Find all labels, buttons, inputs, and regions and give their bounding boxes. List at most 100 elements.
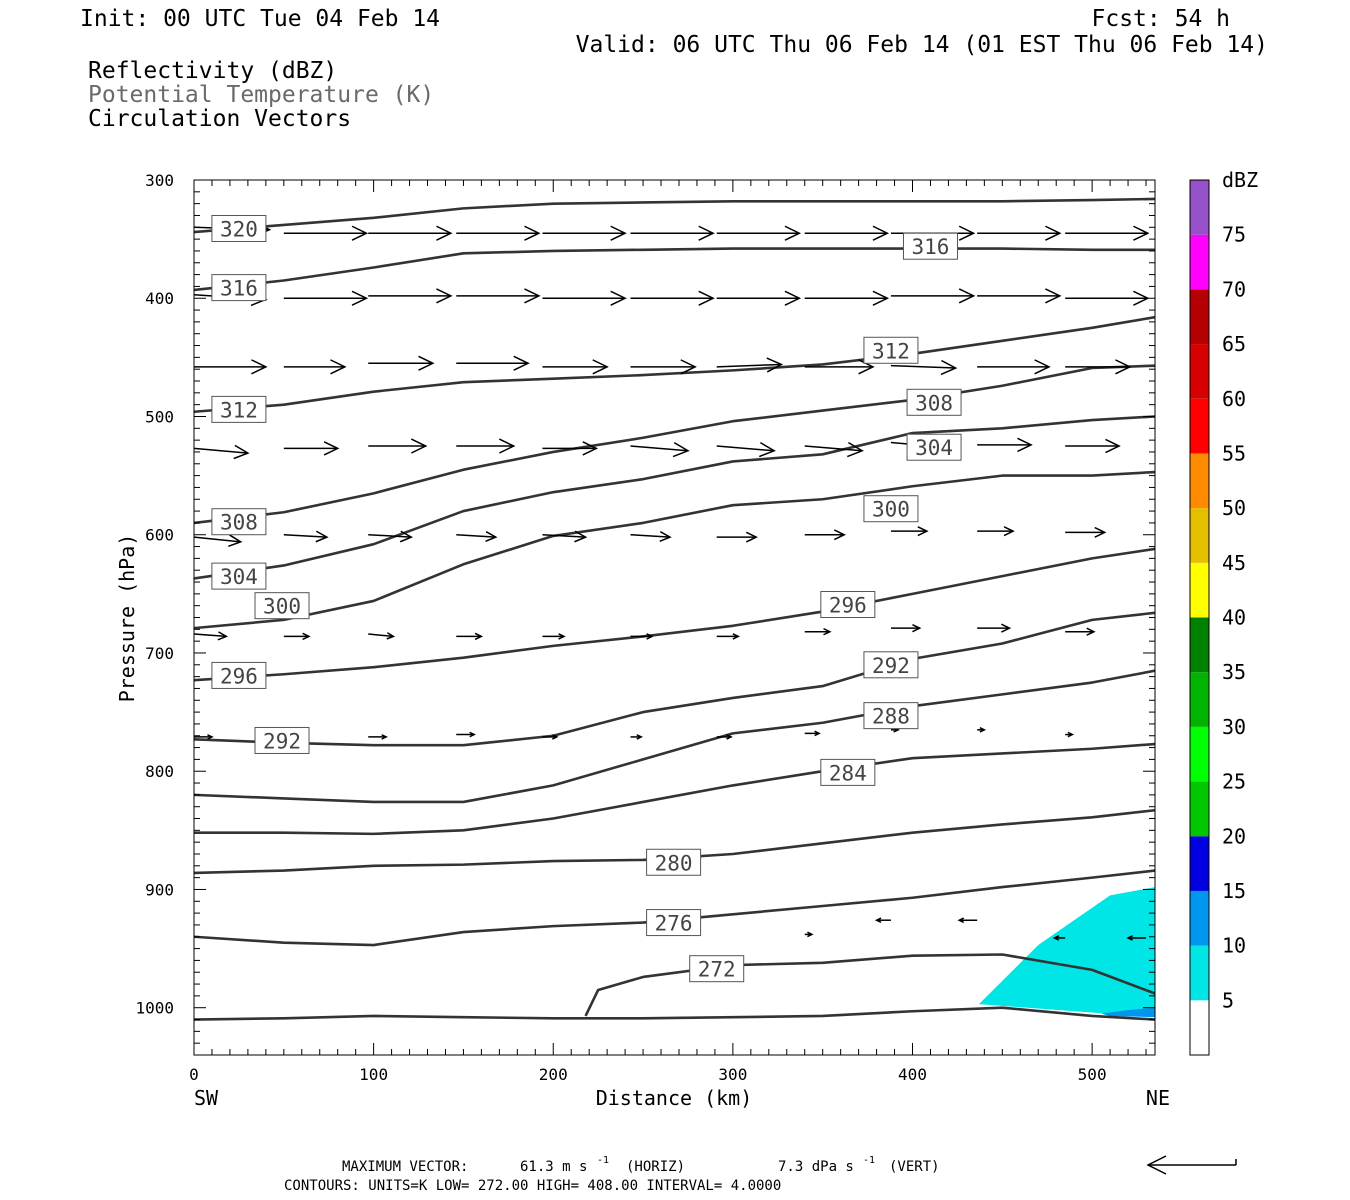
axis-ticks: 0 100 200 300 400 500 300 400 500 600 700 800 900 100… [135,171,1155,1084]
svg-text:304: 304 [915,436,953,460]
theta-contour-320 [194,197,1155,234]
circulation-vector [630,442,690,458]
circulation-vector [456,438,516,454]
max-vector-horiz-unit: (HORIZ) [626,1159,685,1175]
colorbar-segment [1190,890,1209,946]
contour-info: CONTOURS: UNITS=K LOW= 272.00 HIGH= 408.… [284,1178,781,1194]
circulation-vector [716,225,802,241]
svg-text:296: 296 [220,664,258,688]
colorbar-segment [1190,180,1209,235]
svg-text:300: 300 [872,498,910,522]
colorbar-tick-label: 35 [1222,660,1246,684]
colorbar-segment [1190,234,1209,290]
circulation-vector [456,288,541,304]
circulation-vector [890,526,929,537]
circulation-vector [368,632,396,640]
svg-text:304: 304 [220,565,258,589]
colorbar-tick-label: 20 [1222,824,1246,848]
colorbar-tick-label: 25 [1222,770,1246,794]
contour-label: 308 [211,508,267,536]
max-vector-horiz: 61.3 m s [520,1159,587,1175]
circulation-vector [456,632,484,641]
circulation-vector [283,441,340,456]
circulation-vector [890,288,976,304]
circulation-vector [804,442,864,458]
circulation-vector [1065,359,1132,375]
colorbar-tick-label: 70 [1222,277,1246,301]
colorbar-tick-label: 65 [1222,332,1246,356]
svg-text:312: 312 [872,339,910,363]
svg-text:316: 316 [911,235,949,259]
circulation-vector [283,225,369,241]
forecast-hour: Fcst: 54 h [1092,6,1230,32]
contour-label: 296 [820,590,876,618]
x-end-label-right: NE [1146,1086,1170,1110]
circulation-vector [890,623,922,633]
circulation-vector [283,290,369,306]
circulation-vector [456,225,541,241]
circulation-vector [283,359,347,375]
y-tick-label: 800 [145,762,174,781]
contour-label: 316 [211,274,267,302]
svg-text:300: 300 [263,595,301,619]
circulation-vector [630,734,643,740]
circulation-vector [630,633,654,640]
svg-text:292: 292 [872,654,910,678]
max-vector-vert-unit: (VERT) [889,1159,940,1175]
theta-contour-312 [194,315,1155,414]
circulation-vector [1065,526,1107,538]
circulation-vector [977,526,1015,537]
theta-contour-288 [194,669,1155,804]
colorbar-tick-label: 60 [1222,387,1246,411]
colorbar-segment [1190,508,1209,563]
circulation-vector [630,359,697,375]
circulation-vector [716,633,740,640]
y-axis-label: Pressure (hPa) [115,534,139,703]
colorbar-tick-label: 10 [1222,934,1246,958]
colorbar-tick-label: 45 [1222,551,1246,575]
colorbar-segment [1190,1000,1209,1055]
svg-text:284: 284 [829,761,867,785]
circulation-vector [542,530,588,543]
colorbar-segment [1190,453,1209,509]
field-reflectivity: Reflectivity (dBZ) [88,58,337,84]
circulation-vector [1065,225,1150,241]
contour-label: 312 [211,395,267,423]
x-tick-label: 300 [718,1065,747,1084]
circulation-vector [368,734,388,740]
circulation-vector [977,623,1012,633]
circulation-vector [368,288,453,304]
svg-text:276: 276 [655,912,693,936]
x-tick-label: 0 [189,1065,199,1084]
circulation-vector [874,917,891,924]
circulation-vector [542,734,559,740]
contour-label: 276 [646,909,702,937]
circulation-vector [716,357,784,373]
contour-label: 288 [863,702,919,730]
circulation-vector [194,734,214,740]
colorbar-segment [1190,617,1209,673]
colorbar-segment [1190,289,1209,345]
svg-text:272: 272 [698,958,736,982]
colorbar-segment [1190,672,1209,727]
circulation-vector [194,444,250,460]
theta-contour-300 [194,470,1155,630]
circulation-vector [977,437,1033,453]
circulation-vector [630,290,715,306]
colorbar-tick-label: 55 [1222,441,1246,465]
theta-contour-284 [194,742,1155,836]
circulation-vector [194,359,268,375]
circulation-vector [804,359,875,375]
contour-label: 284 [820,758,876,786]
circulation-vector [804,290,890,306]
theta-contour-272 [584,953,1155,1017]
circulation-vector [804,730,821,737]
max-vector-vert-exp: -1 [863,1155,875,1166]
circulation-vector [1126,935,1147,941]
circulation-vector [890,359,958,376]
circulation-vector [194,534,243,548]
contour-label: 312 [863,336,919,364]
svg-text:288: 288 [872,705,910,729]
